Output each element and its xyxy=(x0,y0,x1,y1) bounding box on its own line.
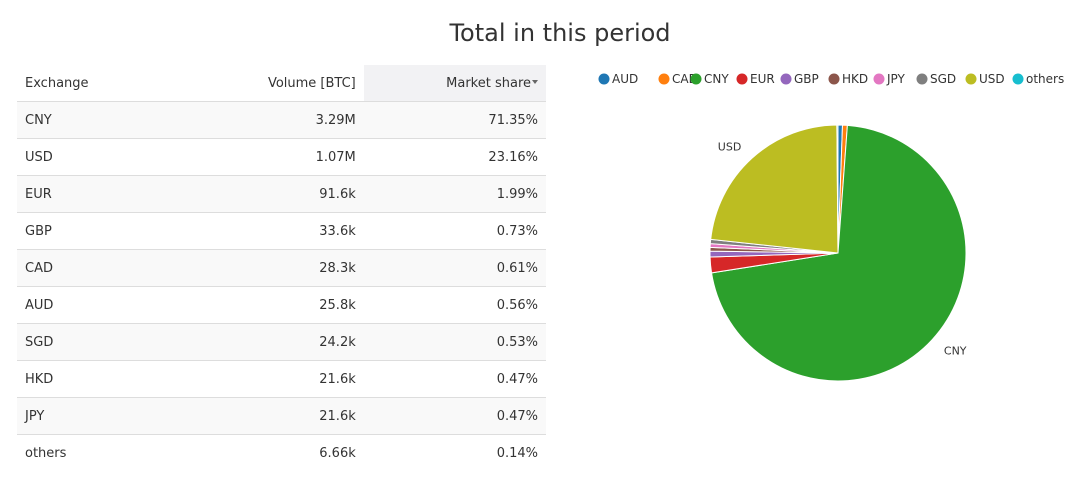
legend-item[interactable]: SGD xyxy=(916,72,957,86)
market-share-column-header[interactable]: Market share xyxy=(363,65,546,102)
table-row: JPY 21.6k 0.47% xyxy=(17,397,546,435)
pie-chart-svg: AUD CAD CNY EUR GBP HKD JPY SGD USD others CNY USD xyxy=(598,72,1065,382)
legend-label: JPY xyxy=(886,72,906,86)
market-share-cell: 71.35% xyxy=(363,101,546,139)
legend-marker-CNY xyxy=(690,73,702,85)
pie-slice-USD[interactable] xyxy=(710,124,839,254)
market-table: Exchange Volume [BTC] Market share CNY 3… xyxy=(17,65,546,471)
table-row: SGD 24.2k 0.53% xyxy=(17,323,546,361)
table-row: CAD 28.3k 0.61% xyxy=(17,249,546,287)
legend-item[interactable]: HKD xyxy=(828,72,869,86)
legend-label: CAD xyxy=(672,72,698,86)
legend-label: others xyxy=(1026,72,1064,86)
exchange-cell: SGD xyxy=(17,323,150,361)
legend-label: SGD xyxy=(930,72,956,86)
legend-label: USD xyxy=(979,72,1005,86)
exchange-cell: CNY xyxy=(17,101,150,139)
legend-marker-SGD xyxy=(916,73,928,85)
market-share-cell: 23.16% xyxy=(363,138,546,176)
legend-marker-others xyxy=(1012,73,1024,85)
legend-label: AUD xyxy=(612,72,638,86)
table-row: USD 1.07M 23.16% xyxy=(17,138,546,176)
legend-item[interactable]: CAD xyxy=(658,72,698,86)
table-row: CNY 3.29M 71.35% xyxy=(17,101,546,139)
volume-cell: 28.3k xyxy=(149,249,364,287)
legend-item[interactable]: JPY xyxy=(873,72,906,86)
volume-cell: 6.66k xyxy=(319,445,356,461)
legend-marker-CAD xyxy=(658,73,670,85)
market-share-cell: 0.73% xyxy=(363,212,546,250)
legend-item[interactable]: EUR xyxy=(736,72,775,86)
table-row: HKD 21.6k 0.47% xyxy=(17,360,546,398)
exchange-cell: CAD xyxy=(17,249,150,287)
table-header-row: Exchange Volume [BTC] Market share xyxy=(17,65,546,102)
market-share-pie-chart: AUD CAD CNY EUR GBP HKD JPY SGD USD others CNY USD xyxy=(560,60,1079,460)
legend-label: CNY xyxy=(704,72,729,86)
market-share-cell: 0.47% xyxy=(363,397,546,435)
volume-column-header[interactable]: Volume [BTC] xyxy=(149,65,364,102)
pie-slices xyxy=(709,124,967,382)
market-share-cell: 0.61% xyxy=(363,249,546,287)
sort-descending-icon xyxy=(532,79,538,84)
legend-marker-HKD xyxy=(828,73,840,85)
legend-marker-EUR xyxy=(736,73,748,85)
market-share-cell: 0.14% xyxy=(496,445,538,461)
table-row: AUD 25.8k 0.56% xyxy=(17,286,546,324)
volume-cell: 25.8k xyxy=(149,286,364,324)
slice-label-USD: USD xyxy=(718,140,742,153)
chart-legend: AUD CAD CNY EUR GBP HKD JPY SGD USD others xyxy=(598,72,1065,86)
legend-marker-AUD xyxy=(598,73,610,85)
legend-item[interactable]: CNY xyxy=(690,72,730,86)
page-title: Total in this period xyxy=(449,19,671,47)
market-table-container: Exchange Volume [BTC] Market share CNY 3… xyxy=(17,65,546,471)
volume-cell: 1.07M xyxy=(149,138,364,176)
legend-label: EUR xyxy=(750,72,775,86)
exchange-cell: USD xyxy=(17,138,150,176)
volume-cell: 91.6k xyxy=(149,175,364,213)
market-share-cell: 0.56% xyxy=(363,286,546,324)
slice-label-CNY: CNY xyxy=(944,345,967,358)
exchange-column-header[interactable]: Exchange xyxy=(17,65,150,102)
exchange-cell: AUD xyxy=(17,286,150,324)
table-row: others 6.66k 0.14% xyxy=(17,435,546,472)
volume-cell: 21.6k xyxy=(149,360,364,398)
volume-cell: 33.6k xyxy=(149,212,364,250)
market-share-cell: 1.99% xyxy=(363,175,546,213)
table-row: EUR 91.6k 1.99% xyxy=(17,175,546,213)
exchange-cell: others xyxy=(25,445,67,461)
market-share-cell: 0.47% xyxy=(363,360,546,398)
legend-marker-USD xyxy=(965,73,977,85)
pie-slice-CNY[interactable] xyxy=(710,124,967,382)
legend-item[interactable]: AUD xyxy=(598,72,639,86)
exchange-cell: HKD xyxy=(17,360,150,398)
market-share-cell: 0.53% xyxy=(363,323,546,361)
volume-cell: 3.29M xyxy=(149,101,364,139)
exchange-cell: EUR xyxy=(17,175,150,213)
legend-marker-JPY xyxy=(873,73,885,85)
exchange-cell: GBP xyxy=(17,212,150,250)
market-share-header-label: Market share xyxy=(446,75,531,91)
legend-label: GBP xyxy=(794,72,819,86)
exchange-cell: JPY xyxy=(17,397,150,435)
legend-item[interactable]: others xyxy=(1012,72,1065,86)
pie-slice-others[interactable] xyxy=(836,124,839,254)
volume-cell: 21.6k xyxy=(149,397,364,435)
legend-item[interactable]: GBP xyxy=(780,72,819,86)
pie-slice-labels: CNY USD xyxy=(718,140,967,357)
legend-item[interactable]: USD xyxy=(965,72,1005,86)
legend-label: HKD xyxy=(842,72,868,86)
volume-cell: 24.2k xyxy=(149,323,364,361)
table-row: GBP 33.6k 0.73% xyxy=(17,212,546,250)
legend-marker-GBP xyxy=(780,73,792,85)
